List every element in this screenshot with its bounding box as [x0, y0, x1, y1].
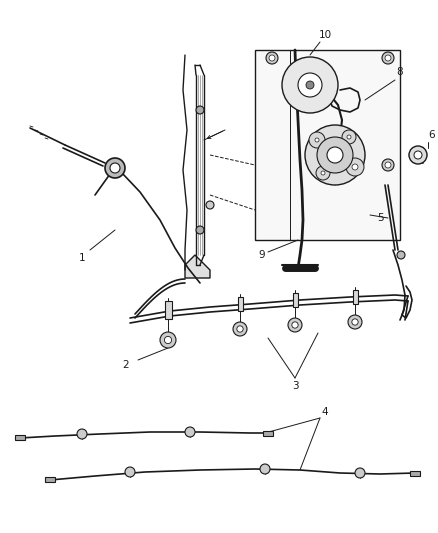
Text: 5: 5 [377, 213, 383, 223]
Text: 2: 2 [123, 360, 129, 370]
Circle shape [298, 73, 322, 97]
Circle shape [316, 166, 330, 180]
Circle shape [355, 468, 365, 478]
Circle shape [317, 137, 353, 173]
Circle shape [196, 226, 204, 234]
Circle shape [346, 158, 364, 176]
Text: 10: 10 [318, 30, 332, 40]
Circle shape [352, 319, 358, 325]
Circle shape [160, 332, 176, 348]
Circle shape [269, 55, 275, 61]
Circle shape [409, 146, 427, 164]
Circle shape [282, 57, 338, 113]
Bar [15, 434, 25, 440]
Circle shape [382, 52, 394, 64]
Circle shape [315, 138, 319, 142]
Circle shape [327, 147, 343, 163]
Circle shape [266, 52, 278, 64]
Circle shape [397, 251, 405, 259]
Circle shape [105, 158, 125, 178]
Circle shape [206, 201, 214, 209]
Circle shape [414, 151, 422, 159]
Circle shape [342, 130, 356, 144]
Bar [45, 477, 55, 481]
Bar [293, 293, 298, 307]
Text: 4: 4 [321, 407, 328, 417]
Text: 9: 9 [259, 250, 265, 260]
Bar [238, 297, 243, 311]
Circle shape [321, 171, 325, 175]
Circle shape [288, 318, 302, 332]
Circle shape [305, 125, 365, 185]
Circle shape [385, 162, 391, 168]
Circle shape [306, 81, 314, 89]
Circle shape [382, 159, 394, 171]
Circle shape [309, 132, 325, 148]
Text: 3: 3 [292, 381, 298, 391]
Circle shape [352, 164, 358, 170]
Bar [353, 290, 358, 304]
Circle shape [348, 315, 362, 329]
Circle shape [164, 336, 172, 344]
Bar [410, 471, 420, 475]
Circle shape [233, 322, 247, 336]
Circle shape [260, 464, 270, 474]
Bar [165, 301, 172, 319]
Circle shape [237, 326, 243, 332]
Circle shape [385, 55, 391, 61]
Bar [263, 431, 273, 435]
Text: 1: 1 [79, 253, 85, 263]
Bar [255, 50, 400, 240]
Circle shape [347, 135, 351, 139]
Text: 6: 6 [429, 130, 435, 140]
Text: 8: 8 [397, 67, 403, 77]
Circle shape [125, 467, 135, 477]
Polygon shape [185, 255, 210, 278]
Circle shape [77, 429, 87, 439]
Circle shape [196, 106, 204, 114]
Circle shape [185, 427, 195, 437]
Circle shape [110, 163, 120, 173]
Circle shape [292, 322, 298, 328]
